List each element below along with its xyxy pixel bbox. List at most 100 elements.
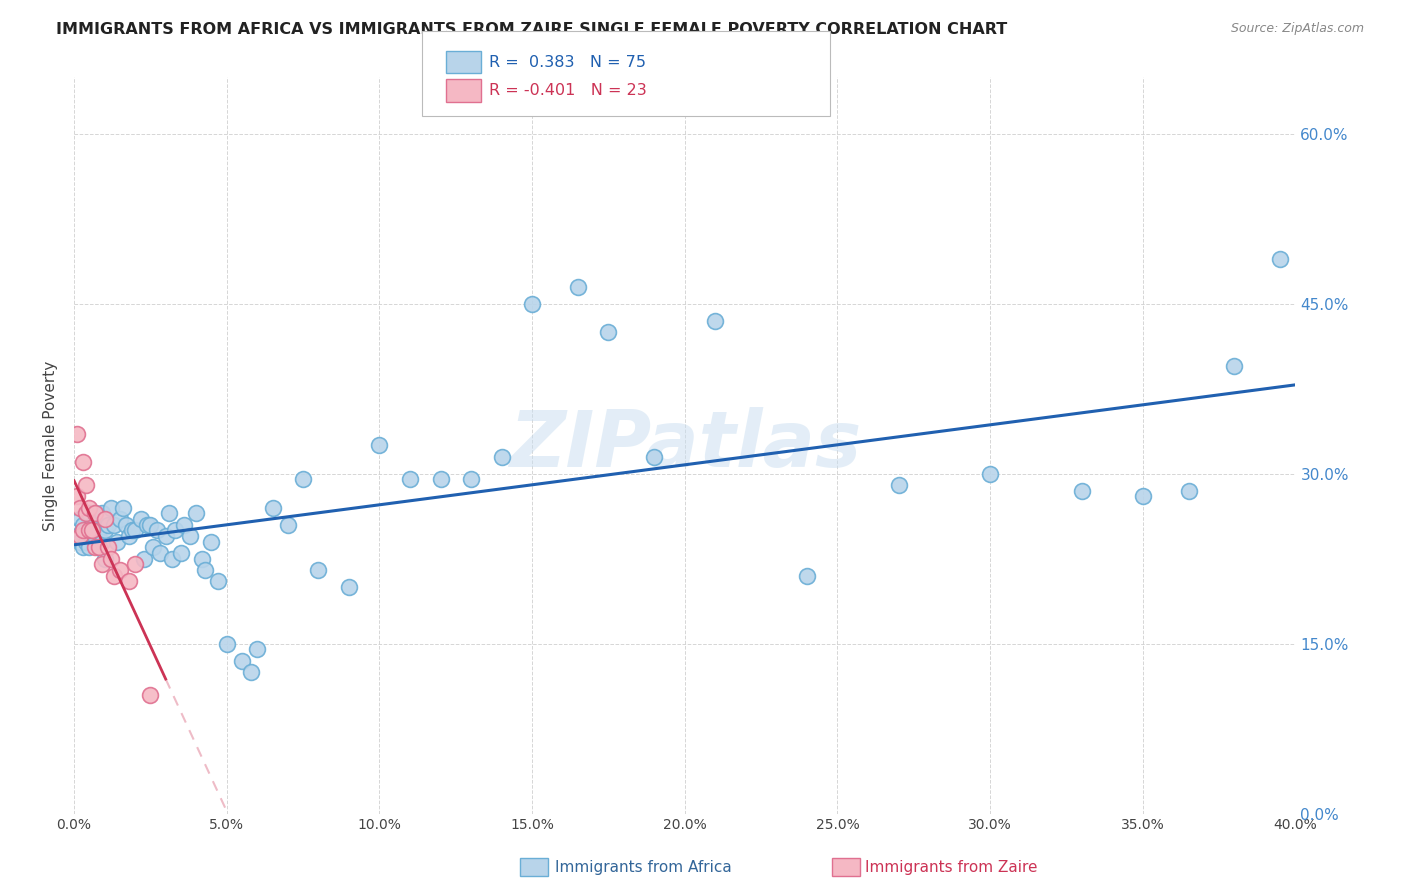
Point xyxy=(69,512,91,526)
Point xyxy=(134,551,156,566)
Point xyxy=(79,500,101,515)
Text: R =  0.383   N = 75: R = 0.383 N = 75 xyxy=(489,55,647,70)
Point xyxy=(429,473,451,487)
Text: IMMIGRANTS FROM AFRICA VS IMMIGRANTS FROM ZAIRE SINGLE FEMALE POVERTY CORRELATIO: IMMIGRANTS FROM AFRICA VS IMMIGRANTS FRO… xyxy=(56,22,1008,37)
Point xyxy=(103,517,125,532)
Point xyxy=(111,500,134,515)
Point xyxy=(75,478,97,492)
Point xyxy=(292,473,315,487)
Point xyxy=(84,529,107,543)
Point xyxy=(491,450,513,464)
Text: R = -0.401   N = 23: R = -0.401 N = 23 xyxy=(489,84,647,98)
Point xyxy=(90,558,112,572)
Point xyxy=(337,580,360,594)
Point xyxy=(215,637,238,651)
Point xyxy=(118,574,141,589)
Point xyxy=(136,517,159,532)
Point xyxy=(79,507,101,521)
Point xyxy=(75,524,97,538)
Text: Source: ZipAtlas.com: Source: ZipAtlas.com xyxy=(1230,22,1364,36)
Point xyxy=(100,500,122,515)
Point xyxy=(93,524,115,538)
Point xyxy=(72,524,94,538)
Point xyxy=(90,534,112,549)
Point xyxy=(246,642,269,657)
Point xyxy=(69,529,91,543)
Point xyxy=(66,427,89,442)
Point xyxy=(72,455,94,469)
Point xyxy=(121,524,143,538)
Point xyxy=(155,529,177,543)
Point xyxy=(598,325,620,339)
Text: Immigrants from Zaire: Immigrants from Zaire xyxy=(865,860,1038,874)
Point xyxy=(139,688,162,702)
Point xyxy=(887,478,910,492)
Point xyxy=(160,551,183,566)
Text: ZIPatlas: ZIPatlas xyxy=(509,408,860,483)
Point xyxy=(643,450,665,464)
Point xyxy=(173,517,195,532)
Point xyxy=(82,517,104,532)
Point xyxy=(231,654,253,668)
Point xyxy=(1132,490,1154,504)
Point xyxy=(145,524,167,538)
Point xyxy=(93,512,115,526)
Point xyxy=(170,546,193,560)
Point xyxy=(129,512,152,526)
Point xyxy=(115,517,138,532)
Point xyxy=(108,512,131,526)
Point xyxy=(72,541,94,555)
Point xyxy=(75,534,97,549)
Point xyxy=(207,574,229,589)
Point xyxy=(97,517,120,532)
Point xyxy=(277,517,299,532)
Point xyxy=(108,563,131,577)
Point xyxy=(1223,359,1246,374)
Point xyxy=(79,541,101,555)
Point xyxy=(69,534,91,549)
Point xyxy=(93,551,115,566)
Point xyxy=(200,534,222,549)
Point xyxy=(124,558,146,572)
Point xyxy=(368,438,391,452)
Point xyxy=(84,507,107,521)
Point xyxy=(84,507,107,521)
Point xyxy=(75,507,97,521)
Point xyxy=(103,568,125,582)
Point xyxy=(979,467,1001,481)
Point xyxy=(139,517,162,532)
Point xyxy=(262,500,284,515)
Point xyxy=(796,568,818,582)
Point xyxy=(72,517,94,532)
Point xyxy=(399,473,422,487)
Point xyxy=(87,524,110,538)
Point xyxy=(1070,483,1092,498)
Point xyxy=(79,524,101,538)
Point xyxy=(163,524,186,538)
Y-axis label: Single Female Poverty: Single Female Poverty xyxy=(44,360,58,531)
Point xyxy=(82,529,104,543)
Point xyxy=(520,297,543,311)
Point xyxy=(66,529,89,543)
Point xyxy=(149,546,172,560)
Point xyxy=(84,541,107,555)
Point xyxy=(240,665,263,679)
Point xyxy=(460,473,482,487)
Point xyxy=(1177,483,1199,498)
Point xyxy=(69,500,91,515)
Point xyxy=(100,551,122,566)
Text: Immigrants from Africa: Immigrants from Africa xyxy=(555,860,733,874)
Point xyxy=(567,280,589,294)
Point xyxy=(79,524,101,538)
Point xyxy=(66,490,89,504)
Point xyxy=(90,507,112,521)
Point xyxy=(179,529,201,543)
Point xyxy=(704,314,727,328)
Point xyxy=(1270,252,1292,266)
Point xyxy=(82,524,104,538)
Point xyxy=(124,524,146,538)
Point xyxy=(118,529,141,543)
Point xyxy=(191,551,214,566)
Point xyxy=(87,541,110,555)
Point xyxy=(186,507,208,521)
